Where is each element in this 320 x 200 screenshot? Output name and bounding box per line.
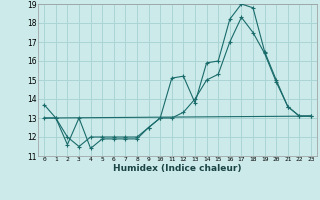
X-axis label: Humidex (Indice chaleur): Humidex (Indice chaleur) xyxy=(113,164,242,173)
